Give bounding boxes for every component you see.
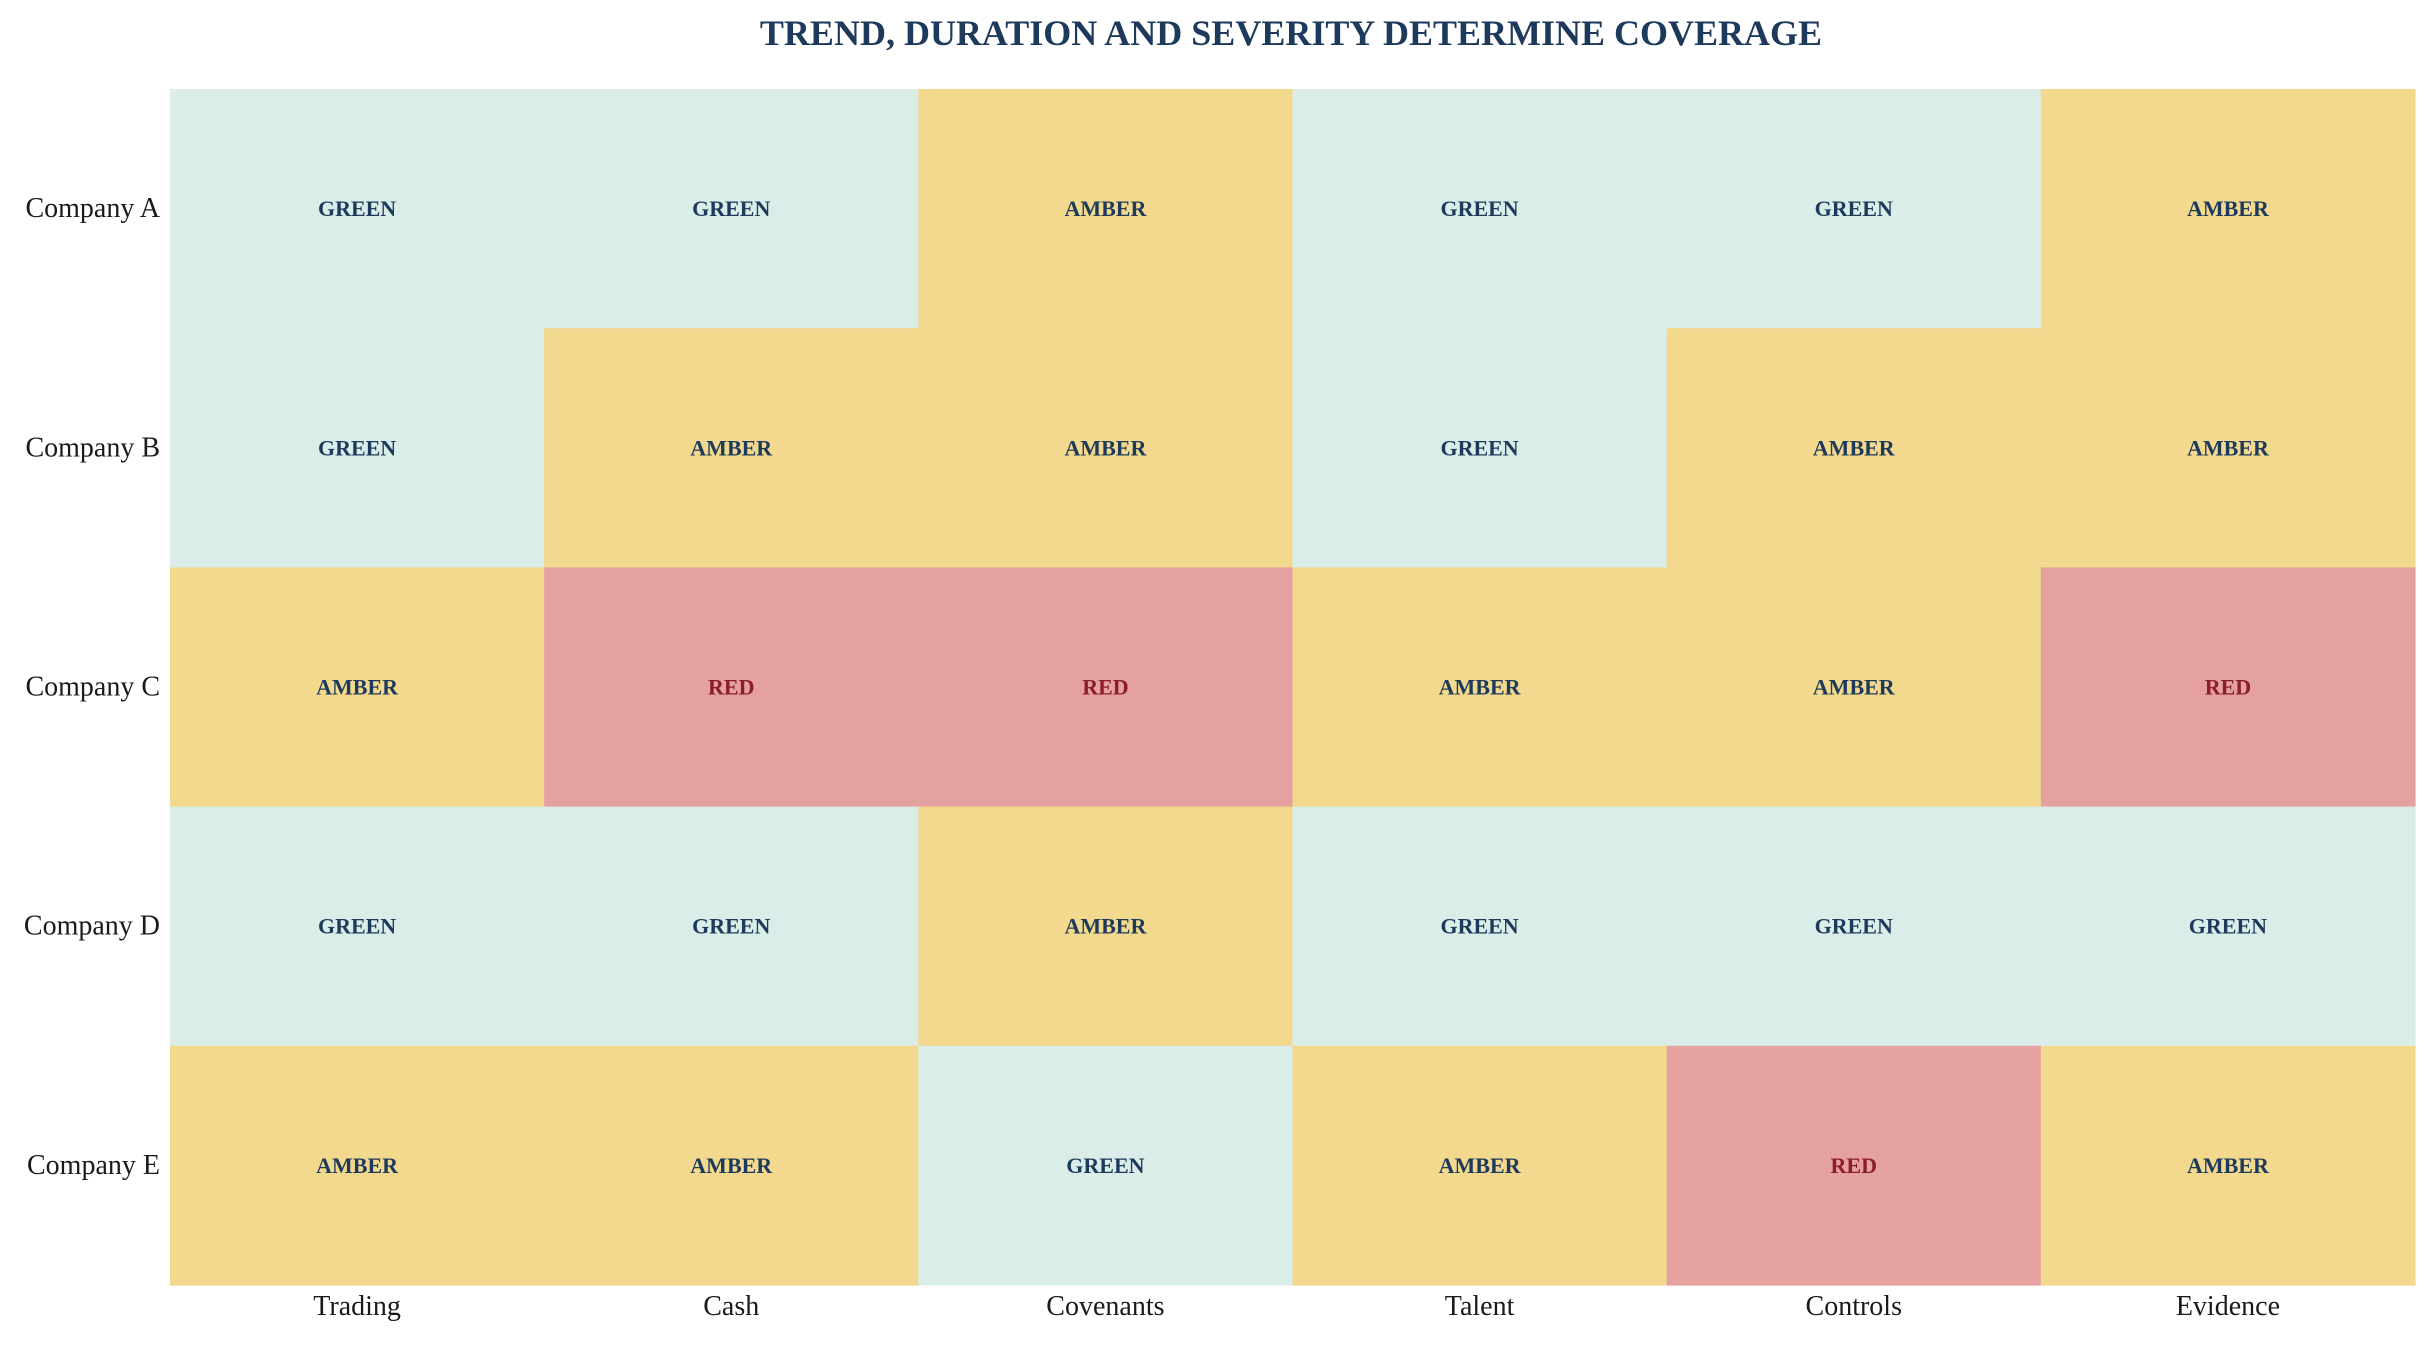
heatmap-cell-company-c-trading: [170, 567, 545, 808]
y-axis-tick-label: Company D: [24, 911, 160, 942]
heatmap-cell-label: AMBER: [1064, 196, 1147, 221]
heatmap-cell-company-e-evidence: [2040, 1045, 2416, 1286]
heatmap-cell-company-c-cash: [544, 567, 919, 808]
heatmap-cell-label: RED: [1082, 675, 1128, 700]
heatmap-cell-company-c-evidence: [2040, 567, 2416, 808]
x-axis-tick-label: Evidence: [2176, 1291, 2280, 1322]
heatmap-cell-label: RED: [708, 675, 754, 700]
heatmap-cell-company-b-covenants: [918, 328, 1294, 568]
y-axis-tick-label: Company B: [25, 432, 160, 463]
heatmap-cell-company-b-evidence: [2040, 328, 2416, 568]
heatmap-cell-company-a-cash: [544, 89, 919, 329]
heatmap-cell-label: AMBER: [2187, 435, 2270, 460]
heatmap-cell-label: AMBER: [1439, 675, 1522, 700]
heatmap-cell-label: AMBER: [316, 675, 399, 700]
x-axis-labels: Trading Cash Covenants Talent Controls Eviden…: [313, 1291, 2280, 1322]
heatmap-cell-company-d-evidence: [2040, 806, 2416, 1047]
heatmap-cell-company-a-evidence: [2040, 89, 2416, 329]
heatmap-cell-company-d-controls: [1666, 806, 2042, 1047]
heatmap-cell-label: GREEN: [318, 435, 396, 460]
heatmap-cell-label: AMBER: [1064, 435, 1147, 460]
heatmap-cell-company-c-talent: [1292, 567, 1668, 808]
heatmap-cell-label: AMBER: [690, 1153, 773, 1178]
heatmap-cell-label: GREEN: [1815, 196, 1893, 221]
heatmap-cell-labels: GREEN GREEN AMBER GREEN GREEN AMBER GREEN AMBER…: [316, 196, 2270, 1178]
x-axis-tick-label: Controls: [1806, 1291, 1902, 1322]
heatmap-cell-company-e-trading: [170, 1045, 545, 1286]
y-axis-tick-label: Company E: [27, 1150, 160, 1181]
heatmap-cell-label: AMBER: [1813, 435, 1896, 460]
x-axis-tick-label: Talent: [1445, 1291, 1515, 1322]
heatmap-cell-company-d-cash: [544, 806, 919, 1047]
x-axis-tick-label: Cash: [703, 1291, 759, 1322]
x-axis-tick-label: Trading: [313, 1291, 401, 1322]
heatmap-cell-company-a-controls: [1666, 89, 2042, 329]
heatmap-cell-company-b-controls: [1666, 328, 2042, 568]
heatmap-cell-label: GREEN: [1440, 435, 1518, 460]
heatmap-cell-label: AMBER: [2187, 196, 2270, 221]
y-axis-tick-label: Company A: [25, 193, 160, 224]
heatmap-cell-label: GREEN: [318, 914, 396, 939]
heatmap-cell-label: RED: [2205, 675, 2251, 700]
heatmap-cell-company-d-covenants: [918, 806, 1294, 1047]
heatmap-cell-label: AMBER: [316, 1153, 399, 1178]
heatmap-cell-label: GREEN: [692, 914, 770, 939]
heatmap-cell-label: AMBER: [1064, 914, 1147, 939]
heatmap-cell-label: RED: [1831, 1153, 1877, 1178]
heatmap-cell-label: AMBER: [690, 435, 773, 460]
heatmap-cell-company-e-cash: [544, 1045, 919, 1286]
heatmap-cell-company-c-controls: [1666, 567, 2042, 808]
heatmap-cell-company-a-trading: [170, 89, 545, 329]
heatmap-cell-label: GREEN: [1815, 914, 1893, 939]
heatmap-cell-label: AMBER: [1813, 675, 1896, 700]
y-axis-labels: Company A Company B Company C Company D Comp…: [24, 193, 161, 1181]
heatmap-cell-company-a-covenants: [918, 89, 1294, 329]
heatmap-cell-label: GREEN: [692, 196, 770, 221]
heatmap-cell-label: AMBER: [1439, 1153, 1522, 1178]
heatmap-cell-label: AMBER: [2187, 1153, 2270, 1178]
x-axis-tick-label: Covenants: [1046, 1291, 1164, 1322]
chart-title: TREND, DURATION AND SEVERITY DETERMINE C…: [760, 13, 1822, 53]
heatmap-cell-company-d-talent: [1292, 806, 1668, 1047]
heatmap-cell-company-b-talent: [1292, 328, 1668, 568]
heatmap-cell-company-b-trading: [170, 328, 545, 568]
heatmap-cells: [170, 89, 2416, 1286]
heatmap-cell-company-e-covenants: [918, 1045, 1294, 1286]
heatmap-cell-company-d-trading: [170, 806, 545, 1047]
y-axis-tick-label: Company C: [25, 672, 160, 703]
heatmap-cell-company-e-controls: [1666, 1045, 2042, 1286]
heatmap-cell-company-c-covenants: [918, 567, 1294, 808]
heatmap-cell-label: GREEN: [1066, 1153, 1144, 1178]
heatmap-cell-label: GREEN: [1440, 914, 1518, 939]
heatmap-cell-company-b-cash: [544, 328, 919, 568]
heatmap-cell-label: GREEN: [1440, 196, 1518, 221]
heatmap-cell-label: GREEN: [318, 196, 396, 221]
heatmap-cell-label: GREEN: [2189, 914, 2267, 939]
heatmap-cell-company-a-talent: [1292, 89, 1668, 329]
heatmap-cell-company-e-talent: [1292, 1045, 1668, 1286]
